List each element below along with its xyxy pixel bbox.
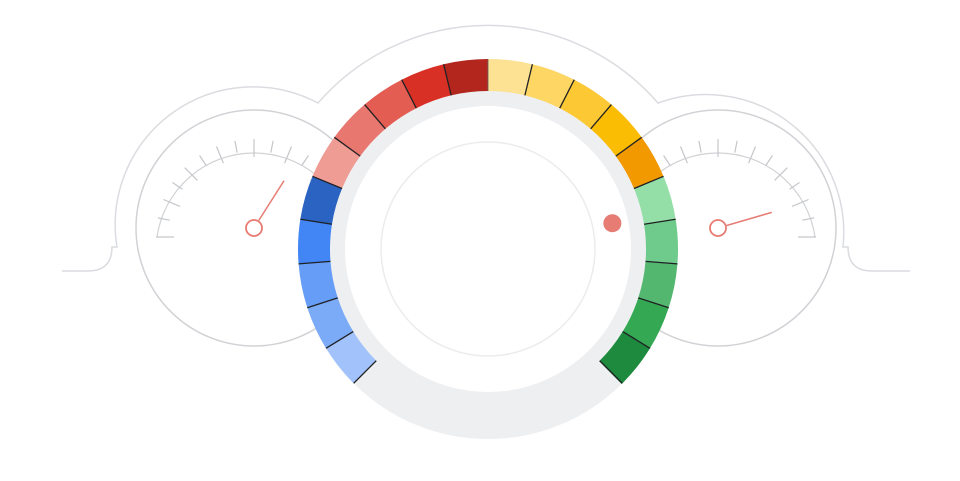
- gauge-tick: [184, 167, 198, 181]
- dial-segment: [633, 176, 676, 226]
- gauge-tick: [679, 146, 688, 164]
- gauge-tick: [157, 217, 170, 221]
- segment-divider: [307, 297, 338, 309]
- segment-divider: [633, 175, 664, 190]
- dial-segment: [599, 331, 651, 385]
- dial-segment: [590, 104, 643, 157]
- gauge-tick: [163, 198, 181, 207]
- dial-segment: [298, 260, 338, 308]
- dial-segment: [615, 137, 664, 190]
- segment-divider: [559, 79, 575, 109]
- segment-divider: [325, 331, 354, 349]
- gauge-tick: [765, 155, 773, 166]
- gauge-tick: [802, 217, 815, 221]
- segment-divider: [333, 136, 361, 157]
- gauge-tick: [663, 155, 671, 166]
- dial-segment: [401, 64, 452, 109]
- segment-divider: [645, 260, 678, 265]
- segment-divider: [300, 218, 333, 225]
- dial-face: [345, 106, 631, 392]
- gauge-needle: [258, 180, 285, 221]
- dial-segment: [644, 219, 678, 265]
- segment-divider: [615, 136, 643, 157]
- gauge-tick: [234, 140, 238, 153]
- gauge-tick: [270, 140, 274, 153]
- gauge-tick: [734, 140, 738, 153]
- dial-segment: [638, 261, 678, 309]
- dial-segment: [443, 59, 489, 96]
- dial-segment: [334, 103, 387, 157]
- main-dial: [298, 59, 678, 439]
- gauge-tick: [789, 182, 800, 190]
- segment-divider: [643, 218, 676, 225]
- dial-segment: [559, 79, 613, 130]
- dial-segment: [364, 79, 418, 129]
- segment-divider: [298, 260, 331, 265]
- needle-hub: [709, 219, 727, 237]
- dashboard-outline: [62, 24, 910, 272]
- segment-divider: [401, 79, 417, 109]
- dial-segment: [524, 64, 576, 109]
- dial-inner-ring: [380, 141, 596, 357]
- segment-divider: [443, 64, 452, 96]
- segment-divider: [599, 360, 623, 384]
- gauge-tick: [301, 155, 309, 166]
- gauge-tick: [215, 146, 224, 164]
- dial-segment: [306, 297, 354, 349]
- gauge-needle: [726, 211, 772, 227]
- dial-segment: [325, 330, 377, 384]
- gauge-tick: [748, 146, 757, 164]
- segment-divider: [353, 360, 377, 384]
- gauge-tick: [172, 182, 183, 190]
- dial-segment: [622, 297, 669, 350]
- dial-segment: [488, 59, 534, 96]
- segment-divider: [622, 331, 651, 349]
- dial-indicator-dot[interactable]: [603, 214, 622, 233]
- dial-segment: [298, 218, 333, 264]
- gauge-tick: [199, 155, 207, 166]
- segment-divider: [312, 175, 343, 190]
- dial-segment: [300, 175, 343, 225]
- segment-divider: [638, 297, 669, 309]
- gauge-tick: [791, 198, 809, 207]
- segment-divider: [524, 64, 533, 96]
- gauge-tick: [698, 140, 702, 153]
- segment-divider: [364, 104, 386, 130]
- gauge-tick: [774, 167, 788, 181]
- needle-hub: [245, 219, 263, 237]
- gauge-tick: [284, 146, 293, 164]
- dial-segment: [312, 136, 361, 189]
- segment-divider: [590, 104, 612, 130]
